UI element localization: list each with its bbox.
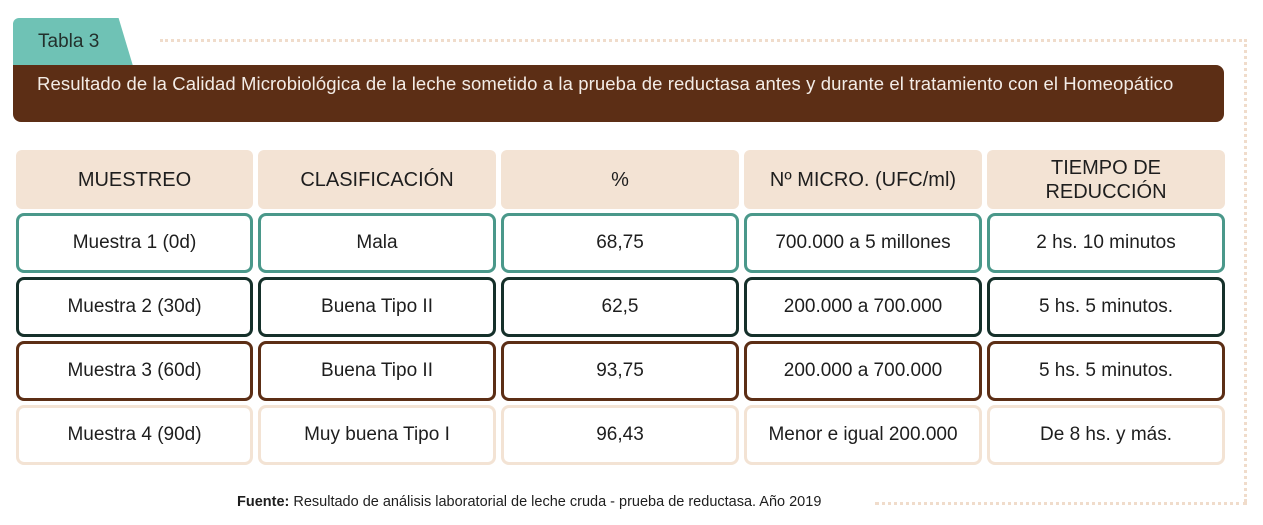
decorative-dotted-border-right [1244,39,1247,502]
source-label: Fuente: [237,494,290,510]
table-cell: Muestra 4 (90d) [16,405,253,465]
decorative-dotted-border-top [160,39,1247,42]
table-cell: 93,75 [501,341,739,401]
results-table: MUESTREO CLASIFICACIÓN % Nº MICRO. (UFC/… [16,150,1226,465]
header-reduction-time: TIEMPO DE REDUCCIÓN [987,150,1225,209]
table-cell: 200.000 a 700.000 [744,277,982,337]
table-cell: 2 hs. 10 minutos [987,213,1225,273]
table-cell: Mala [258,213,496,273]
table-title: Resultado de la Calidad Microbiológica d… [37,73,1174,94]
header-percent: % [501,150,739,209]
table-cell: Muestra 3 (60d) [16,341,253,401]
table-cell: 200.000 a 700.000 [744,341,982,401]
header-muestreo: MUESTREO [16,150,253,209]
table-cell: Muestra 1 (0d) [16,213,253,273]
table-cell: 96,43 [501,405,739,465]
table-title-banner: Resultado de la Calidad Microbiológica d… [13,65,1224,122]
source-text: Resultado de análisis laboratorial de le… [289,494,822,510]
table-cell: Buena Tipo II [258,277,496,337]
table-cell: 700.000 a 5 millones [744,213,982,273]
table-cell: Muy buena Tipo I [258,405,496,465]
source-note: Fuente: Resultado de análisis laboratori… [237,494,821,510]
header-clasificacion: CLASIFICACIÓN [258,150,496,209]
table-number-label: Tabla 3 [38,31,100,52]
table-cell: 62,5 [501,277,739,337]
decorative-dotted-border-bottom [875,502,1247,505]
table-cell: 68,75 [501,213,739,273]
table-cell: Buena Tipo II [258,341,496,401]
table-cell: Menor e igual 200.000 [744,405,982,465]
table-number-tab [13,18,133,66]
table-cell: 5 hs. 5 minutos. [987,341,1225,401]
table-cell: Muestra 2 (30d) [16,277,253,337]
header-micro-count: Nº MICRO. (UFC/ml) [744,150,982,209]
table-cell: 5 hs. 5 minutos. [987,277,1225,337]
table-cell: De 8 hs. y más. [987,405,1225,465]
